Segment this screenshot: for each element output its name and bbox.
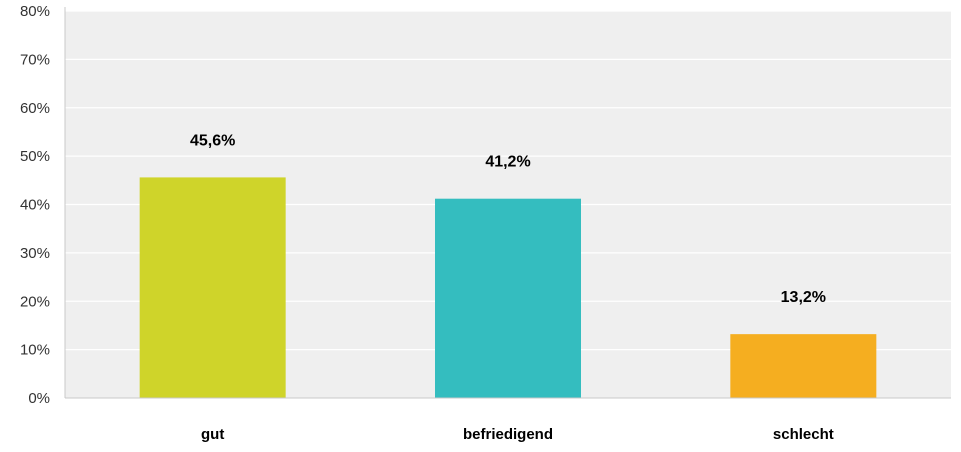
y-tick-label: 30% xyxy=(20,245,50,262)
bars xyxy=(139,177,877,398)
y-tick-label: 60% xyxy=(20,100,50,117)
y-tick-label: 40% xyxy=(20,197,50,214)
data-label: 41,2% xyxy=(485,154,530,171)
x-tick-label: befriedigend xyxy=(463,426,553,443)
y-tick-label: 10% xyxy=(20,342,50,359)
y-axis-tick-labels: 0% 10% 20% 30% 40% 50% 60% 70% 80% xyxy=(20,3,50,407)
x-axis-category-labels: gut befriedigend schlecht xyxy=(201,426,834,443)
y-tick-label: 0% xyxy=(28,390,50,407)
x-tick-label: gut xyxy=(201,426,224,443)
x-tick-label: schlecht xyxy=(773,426,834,443)
data-label: 13,2% xyxy=(781,289,826,306)
bar-schlecht xyxy=(730,334,877,398)
bar-befriedigend xyxy=(435,198,581,398)
y-tick-label: 70% xyxy=(20,51,50,68)
data-labels: 45,6% 41,2% 13,2% xyxy=(190,132,826,306)
y-tick-label: 50% xyxy=(20,148,50,165)
y-tick-label: 20% xyxy=(20,293,50,310)
y-tick-label: 80% xyxy=(20,3,50,20)
axes xyxy=(64,7,951,399)
bar-gut xyxy=(139,177,286,398)
data-label: 45,6% xyxy=(190,132,235,149)
